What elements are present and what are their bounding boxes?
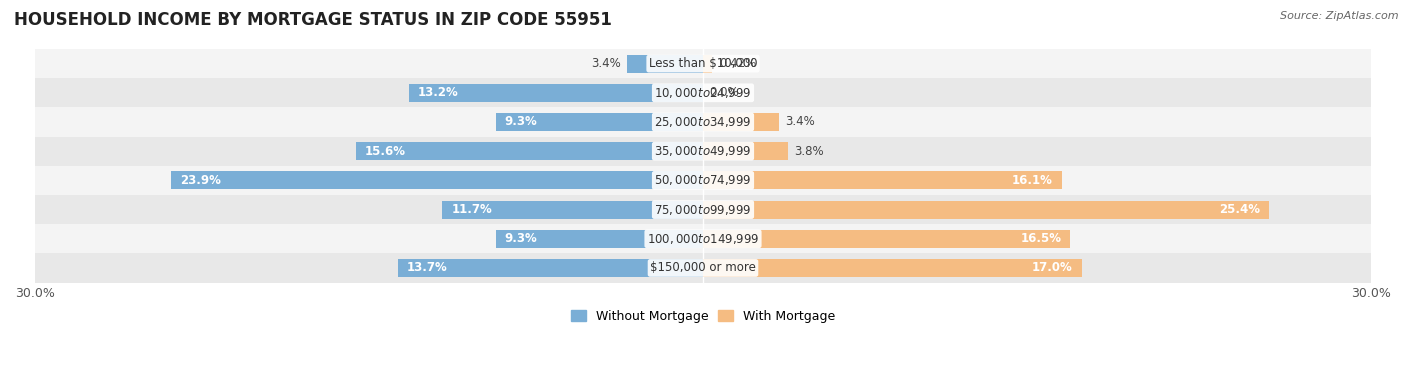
Bar [35, 107, 1371, 136]
Bar [703, 200, 1268, 218]
Bar [35, 136, 1371, 166]
Bar [35, 78, 1371, 107]
Text: 3.4%: 3.4% [786, 116, 815, 129]
Text: 13.2%: 13.2% [418, 86, 458, 99]
Bar [35, 253, 1371, 282]
Bar [35, 166, 1371, 195]
Text: 9.3%: 9.3% [505, 232, 537, 245]
Text: 15.6%: 15.6% [364, 145, 405, 158]
Text: $10,000 to $24,999: $10,000 to $24,999 [654, 86, 752, 100]
Text: HOUSEHOLD INCOME BY MORTGAGE STATUS IN ZIP CODE 55951: HOUSEHOLD INCOME BY MORTGAGE STATUS IN Z… [14, 11, 612, 29]
Text: 16.5%: 16.5% [1021, 232, 1062, 245]
Bar [496, 113, 703, 131]
Text: $150,000 or more: $150,000 or more [650, 262, 756, 274]
Text: 9.3%: 9.3% [505, 116, 537, 129]
Bar [496, 230, 703, 248]
Text: 0.42%: 0.42% [718, 57, 756, 70]
Bar [703, 113, 779, 131]
Bar [443, 200, 703, 218]
Bar [35, 224, 1371, 253]
Bar [356, 142, 703, 160]
Text: 0.0%: 0.0% [710, 86, 740, 99]
Bar [703, 54, 713, 73]
Text: 23.9%: 23.9% [180, 174, 221, 187]
Bar [703, 171, 1062, 189]
Bar [35, 195, 1371, 224]
Text: 25.4%: 25.4% [1219, 203, 1260, 216]
Text: $35,000 to $49,999: $35,000 to $49,999 [654, 144, 752, 158]
Text: $75,000 to $99,999: $75,000 to $99,999 [654, 203, 752, 217]
Text: Source: ZipAtlas.com: Source: ZipAtlas.com [1281, 11, 1399, 21]
Text: 3.8%: 3.8% [794, 145, 824, 158]
Text: 16.1%: 16.1% [1012, 174, 1053, 187]
Bar [398, 259, 703, 277]
Text: 11.7%: 11.7% [451, 203, 492, 216]
Bar [627, 54, 703, 73]
Bar [703, 142, 787, 160]
Text: Less than $10,000: Less than $10,000 [648, 57, 758, 70]
Text: $100,000 to $149,999: $100,000 to $149,999 [647, 232, 759, 246]
Text: $50,000 to $74,999: $50,000 to $74,999 [654, 174, 752, 187]
Legend: Without Mortgage, With Mortgage: Without Mortgage, With Mortgage [565, 305, 841, 328]
Text: 3.4%: 3.4% [591, 57, 620, 70]
Bar [409, 84, 703, 102]
Bar [170, 171, 703, 189]
Text: 13.7%: 13.7% [406, 262, 447, 274]
Text: $25,000 to $34,999: $25,000 to $34,999 [654, 115, 752, 129]
Bar [35, 49, 1371, 78]
Bar [703, 259, 1081, 277]
Bar [703, 230, 1070, 248]
Text: 17.0%: 17.0% [1032, 262, 1073, 274]
